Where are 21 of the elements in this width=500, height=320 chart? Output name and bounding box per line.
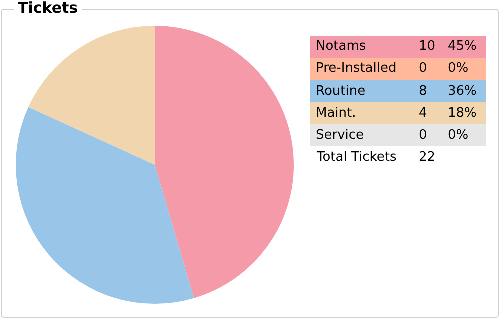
- text: 22: [419, 150, 436, 165]
- text: Total Tickets: [316, 150, 397, 165]
- chart-title: Tickets: [14, 0, 82, 17]
- text: 45%: [448, 39, 477, 54]
- data-label: 4: [419, 106, 428, 121]
- data-label: 8: [419, 84, 428, 99]
- text: 0%: [448, 128, 469, 143]
- text: 0%: [448, 61, 469, 76]
- legend-label: Routine: [316, 84, 366, 99]
- legend-label: Service: [316, 128, 364, 143]
- legend-label: Pre-Installed: [316, 61, 397, 76]
- pie-slice: [28, 26, 155, 165]
- legend-label: Maint.: [316, 106, 356, 121]
- text: 18%: [448, 106, 477, 121]
- pie-slice: [155, 26, 294, 298]
- pie-slice: [16, 107, 194, 304]
- data-label: 10: [419, 39, 436, 54]
- text: 0: [419, 61, 428, 76]
- text: 36%: [448, 84, 477, 99]
- legend-label: Notams: [316, 39, 366, 54]
- text: 0: [419, 128, 428, 143]
